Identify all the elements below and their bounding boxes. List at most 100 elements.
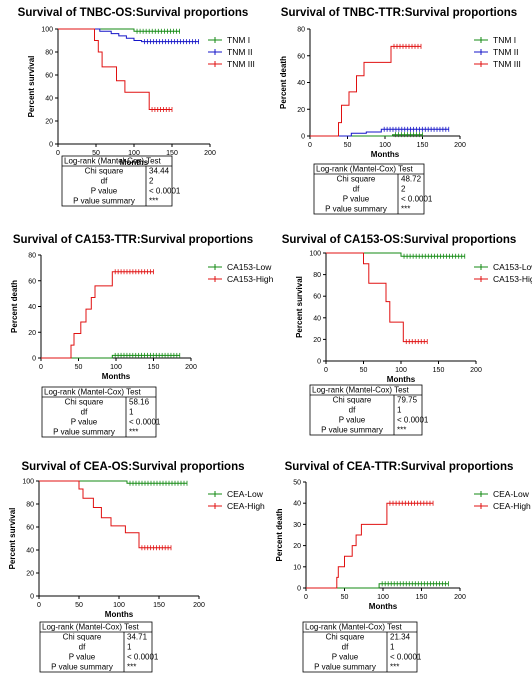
legend-label: CEA-Low	[227, 489, 264, 499]
x-tick-label: 150	[416, 594, 428, 601]
x-tick-label: 0	[304, 594, 308, 601]
x-tick-label: 0	[308, 142, 312, 149]
stats-row-label: df	[342, 643, 349, 652]
legend-label: TNM III	[493, 59, 521, 69]
stats-table-header: Log-rank (Mantel-Cox) Test	[64, 157, 162, 166]
series-line	[39, 480, 171, 549]
stats-table-frame	[39, 621, 153, 673]
x-tick-label: 100	[113, 602, 125, 609]
y-axis-label: Percent survival	[8, 508, 17, 570]
stats-row-label: P value	[71, 418, 98, 427]
x-tick-label: 50	[75, 364, 83, 371]
x-tick-label: 0	[37, 602, 41, 609]
y-tick-label: 10	[293, 564, 301, 571]
stats-row-value: < 0.0001	[149, 187, 181, 196]
x-tick-label: 50	[360, 367, 368, 374]
chart-title: Survival of CA153-OS:Survival proportion…	[282, 234, 517, 246]
x-axis-label: Months	[387, 375, 416, 384]
x-tick-label: 100	[379, 142, 391, 149]
stats-table-frame	[313, 163, 425, 215]
legend-label: TNM II	[493, 47, 519, 57]
panel-cea-ttr: Survival of CEA-TTR:Survival proportions…	[266, 454, 532, 681]
stats-row-value: ***	[397, 426, 406, 435]
stats-row-label: P value summary	[325, 205, 387, 214]
stats-table-header: Log-rank (Mantel-Cox) Test	[42, 623, 140, 632]
stats-table-frame	[302, 621, 418, 673]
y-axis-label: Percent survival	[295, 276, 304, 338]
x-tick-label: 100	[128, 150, 140, 157]
panel-cea-os: Survival of CEA-OS:Survival proportions 0…	[0, 454, 266, 681]
x-axis-label: Months	[371, 150, 400, 159]
panel-tnbc-os: Survival of TNBC-OS:Survival proportions…	[0, 0, 266, 227]
x-axis-label: Months	[105, 610, 134, 619]
chart-cea-ttr: Survival of CEA-TTR:Survival proportions…	[275, 461, 531, 673]
y-tick-label: 80	[297, 27, 305, 34]
legend-label: TNM II	[227, 47, 253, 57]
x-tick-label: 200	[470, 367, 482, 374]
x-axis-label: Months	[369, 602, 398, 611]
stats-row-label: Chi square	[65, 398, 104, 407]
y-tick-label: 60	[297, 53, 305, 60]
stats-row-label: P value	[91, 187, 118, 196]
series-line	[306, 502, 434, 589]
x-tick-label: 150	[166, 150, 178, 157]
stats-row-value: 2	[401, 185, 406, 194]
stats-row-label: Chi square	[337, 175, 376, 184]
x-tick-label: 100	[110, 364, 122, 371]
series-line	[41, 354, 180, 359]
chart-ca153-ttr: Survival of CA153-TTR:Survival proportio…	[10, 234, 274, 438]
legend-label: CA153-High	[493, 274, 532, 284]
chart-title: Survival of CA153-TTR:Survival proportio…	[13, 234, 253, 246]
x-axis-label: Months	[120, 158, 149, 167]
stats-row-value: 1	[127, 643, 132, 652]
y-tick-label: 0	[32, 356, 36, 363]
y-axis-label: Percent death	[275, 508, 284, 561]
stats-row-value: 1	[129, 408, 134, 417]
panel-ca153-ttr: Survival of CA153-TTR:Survival proportio…	[0, 227, 274, 454]
chart-ca153-os: Survival of CA153-OS:Survival proportion…	[282, 234, 532, 436]
stats-table-header: Log-rank (Mantel-Cox) Test	[305, 623, 403, 632]
stats-row-label: P value summary	[321, 426, 383, 435]
y-tick-label: 40	[28, 304, 36, 311]
y-tick-label: 0	[297, 586, 301, 593]
stats-row-value: 79.75	[397, 396, 418, 405]
stats-row-value: 1	[397, 406, 402, 415]
stats-row-value: 21.34	[390, 633, 411, 642]
stats-row-label: df	[349, 406, 356, 415]
y-tick-label: 20	[297, 107, 305, 114]
y-tick-label: 30	[293, 522, 301, 529]
chart-tnbc-ttr: Survival of TNBC-TTR:Survival proportion…	[279, 7, 521, 215]
y-tick-label: 60	[313, 294, 321, 301]
y-tick-label: 40	[26, 548, 34, 555]
stats-row-value: < 0.0001	[401, 195, 433, 204]
stats-row-value: 1	[390, 643, 395, 652]
x-tick-label: 0	[56, 150, 60, 157]
stats-row-value: < 0.0001	[129, 418, 161, 427]
x-tick-label: 200	[204, 150, 216, 157]
legend-label: CA153-Low	[227, 262, 272, 272]
panel-tnbc-ttr: Survival of TNBC-TTR:Survival proportion…	[266, 0, 532, 227]
stats-row-label: Chi square	[63, 633, 102, 642]
panel-ca153-os: Survival of CA153-OS:Survival proportion…	[266, 227, 532, 454]
x-tick-label: 50	[75, 602, 83, 609]
y-tick-label: 60	[28, 278, 36, 285]
series-line	[306, 583, 449, 589]
y-tick-label: 100	[309, 251, 321, 258]
stats-row-label: P value	[343, 195, 370, 204]
series-line	[310, 128, 449, 137]
series-line	[58, 28, 172, 110]
x-tick-label: 150	[153, 602, 165, 609]
y-tick-label: 0	[30, 594, 34, 601]
x-tick-label: 0	[324, 367, 328, 374]
stats-row-label: df	[81, 408, 88, 417]
stats-row-label: P value	[332, 653, 359, 662]
legend-label: CEA-High	[227, 501, 265, 511]
stats-row-label: Chi square	[85, 167, 124, 176]
series-line	[58, 28, 199, 43]
x-tick-label: 200	[193, 602, 205, 609]
legend-label: CEA-High	[493, 501, 531, 511]
stats-table-header: Log-rank (Mantel-Cox) Test	[44, 388, 142, 397]
y-tick-label: 60	[45, 73, 53, 80]
stats-row-label: P value summary	[51, 663, 113, 672]
stats-row-value: < 0.0001	[390, 653, 422, 662]
